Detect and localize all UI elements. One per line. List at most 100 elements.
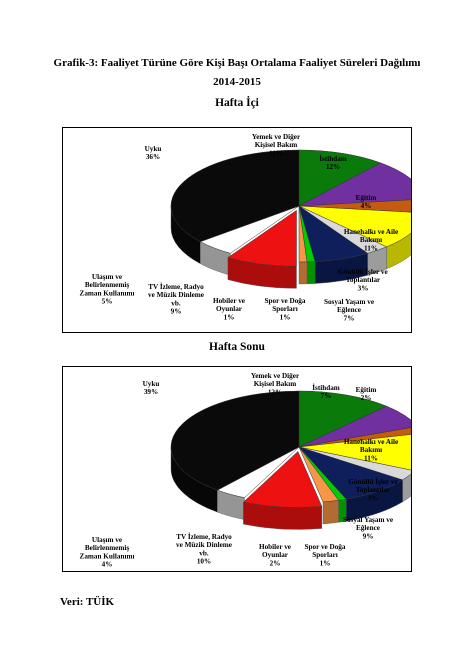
weekday-label-line: Kişisel Bakım <box>255 141 298 149</box>
weekend-label-line: Uyku <box>143 380 160 388</box>
weekday-label-line: Bakımı <box>360 236 382 244</box>
weekend-label-line: Ulaşım ve <box>92 536 122 544</box>
weekend-label-line: TV İzleme, Radyo <box>176 531 232 541</box>
weekend-value-gonullu-i-sler-ve: 3% <box>368 494 379 502</box>
weekday-pie-sides <box>170 205 411 289</box>
weekday-label-sosyal-yasam-ve: Sosyal Yaşam ve Eğlence 7% <box>324 298 374 322</box>
weekday-label-yemek-ve-diger: Yemek ve Diğer Kişisel Bakım 11% <box>252 133 301 157</box>
weekday-value-gonullu-i-sler-ve: 3% <box>358 284 369 292</box>
weekday-label-line: vb. <box>171 299 181 307</box>
weekend-label-line: Belirlenmemiş <box>85 544 130 552</box>
weekday-label-line: Sosyal Yaşam ve <box>324 298 374 306</box>
weekend-label-line: İstihdam <box>312 382 340 392</box>
weekday-label-line: Spor ve Doğa <box>265 297 306 305</box>
weekday-value-spor-ve-doga: 1% <box>280 313 291 321</box>
weekday-value-ulasim-ve: 5% <box>102 298 113 306</box>
weekday-label-line: Ulaşım ve <box>92 273 122 281</box>
weekday-label-line: Uyku <box>145 145 162 153</box>
weekday-pie-chart: Yemek ve Diğer Kişisel Bakım 11% İstihdam 12… <box>62 127 412 333</box>
weekend-slice-yemek-ve-diger <box>298 390 388 448</box>
weekend-slice-side-hobiler-ve <box>322 500 339 525</box>
weekend-value-tv-i-zleme-radyo: 10% <box>197 558 211 566</box>
weekend-value-hanehalki-ve-aile: 11% <box>364 454 378 462</box>
weekday-pie-svg: Yemek ve Diğer Kişisel Bakım 11% İstihdam 12… <box>80 133 411 322</box>
weekend-value-yemek-ve-diger: 12% <box>268 388 282 396</box>
chart-title-weekend: Hafta Sonu <box>209 341 265 353</box>
weekday-slice-side-hobiler-ve <box>298 261 308 285</box>
weekend-slice-i-stihdam <box>298 405 411 448</box>
weekend-label-line: Spor ve Doğa <box>305 543 346 551</box>
weekday-label-line: Hanehalkı ve Aile <box>344 228 398 236</box>
weekend-label-i-stihdam: İstihdam 7% <box>312 382 340 400</box>
weekend-label-line: Sosyal Yaşam ve <box>343 516 393 524</box>
data-source: Veri: TÜİK <box>60 596 115 608</box>
weekend-value-spor-ve-doga: 1% <box>320 559 331 567</box>
weekday-label-line: Eğlence <box>337 306 361 314</box>
weekday-label-gonullu-i-sler-ve: Gönüllü İşler ve Toplantılar 3% <box>338 266 387 292</box>
weekday-label-hanehalki-ve-aile: Hanehalkı ve Aile Bakımı 11% <box>344 228 398 252</box>
weekend-pie-chart: Yemek ve Diğer Kişisel Bakım 12% İstihdam 7%… <box>62 366 412 572</box>
weekend-slice-hobiler-ve <box>298 446 340 503</box>
weekday-slice-hanehalki-ve-aile <box>298 205 411 248</box>
weekday-label-egitim: Eğitim 4% <box>356 194 377 210</box>
weekend-value-ulasim-ve: 4% <box>102 561 113 569</box>
weekday-slice-egitim <box>298 199 411 213</box>
weekend-label-line: Kişisel Bakım <box>254 380 297 388</box>
weekday-label-i-stihdam: İstihdam 12% <box>319 153 347 171</box>
weekend-slice-hanehalki-ve-aile <box>298 434 411 471</box>
weekend-pie-svg: Yemek ve Diğer Kişisel Bakım 12% İstihdam 7%… <box>80 372 411 569</box>
weekday-value-hobiler-ve: 1% <box>224 313 235 321</box>
weekday-label-tv-i-zleme-radyo: TV İzleme, Radyo ve Müzik Dinleme vb. 9% <box>148 281 204 316</box>
weekend-label-sosyal-yasam-ve: Sosyal Yaşam ve Eğlence 9% <box>343 516 393 540</box>
weekday-value-i-stihdam: 12% <box>326 163 340 171</box>
weekend-label-line: vb. <box>199 549 209 557</box>
weekend-value-uyku: 39% <box>144 388 158 396</box>
weekend-label-line: Bakımı <box>360 446 382 454</box>
weekend-label-line: Yemek ve Diğer <box>251 372 300 380</box>
weekend-value-sosyal-yasam-ve: 9% <box>363 532 374 540</box>
weekday-slice-tv-i-zleme-radyo <box>227 209 297 267</box>
weekend-label-line: Eğitim <box>356 386 377 394</box>
weekday-value-sosyal-yasam-ve: 7% <box>344 314 355 322</box>
chart-title-weekday: Hafta İçi <box>215 97 259 109</box>
weekend-label-line: Toplantılar <box>356 486 391 494</box>
weekend-label-tv-i-zleme-radyo: TV İzleme, Radyo ve Müzik Dinleme vb. 10% <box>176 531 232 566</box>
weekday-label-line: ve Müzik Dinleme <box>148 291 204 299</box>
weekday-label-line: Toplantılar <box>346 276 381 284</box>
weekday-label-line: Belirlenmemiş <box>85 281 130 289</box>
weekday-label-spor-ve-doga: Spor ve Doğa Sporları 1% <box>265 297 306 321</box>
weekday-label-line: Gönüllü İşler ve <box>338 266 387 276</box>
weekday-label-uyku: Uyku 36% <box>145 145 162 161</box>
weekday-pie-tops <box>170 149 411 267</box>
weekend-slice-tv-i-zleme-radyo <box>242 451 323 508</box>
weekday-label-hobiler-ve: Hobiler ve Oyunlar 1% <box>213 297 245 321</box>
weekend-label-spor-ve-doga: Spor ve Doğa Sporları 1% <box>305 543 346 567</box>
weekend-label-line: Hobiler ve <box>259 543 291 551</box>
weekday-value-yemek-ve-diger: 11% <box>269 149 283 157</box>
weekend-label-line: Eğlence <box>356 524 380 532</box>
weekend-value-egitim: 2% <box>361 394 372 402</box>
weekday-value-egitim: 4% <box>361 202 372 210</box>
weekend-labels: Yemek ve Diğer Kişisel Bakım 12% İstihdam 7%… <box>80 372 399 569</box>
weekday-slice-uyku <box>170 149 300 242</box>
weekday-slice-hobiler-ve <box>298 205 308 263</box>
weekday-label-ulasim-ve: Ulaşım ve Belirlenmemiş Zaman Kullanımı 5% <box>80 273 135 306</box>
page-title: Grafik-3: Faaliyet Türüne Göre Kişi Başı… <box>53 57 421 69</box>
weekend-label-uyku: Uyku 39% <box>143 380 160 396</box>
weekday-slice-side-spor-ve-doga <box>306 261 316 285</box>
weekend-value-hobiler-ve: 2% <box>270 559 281 567</box>
weekend-label-hanehalki-ve-aile: Hanehalkı ve Aile Bakımı 11% <box>344 438 398 462</box>
weekend-label-yemek-ve-diger: Yemek ve Diğer Kişisel Bakım 12% <box>251 372 300 396</box>
weekday-label-line: Hobiler ve <box>213 297 245 305</box>
weekend-slice-uyku <box>170 390 300 491</box>
weekday-value-tv-i-zleme-radyo: 9% <box>171 308 182 316</box>
weekend-label-line: Gönüllü İşler ve <box>348 476 397 486</box>
weekend-label-line: Zaman Kullanımı <box>80 552 135 560</box>
weekday-label-line: Oyunlar <box>216 305 243 313</box>
weekday-label-line: Sporları <box>272 305 298 313</box>
weekday-slice-i-stihdam <box>298 162 411 207</box>
weekday-label-line: TV İzleme, Radyo <box>148 281 204 291</box>
weekday-label-line: İstihdam <box>319 153 347 163</box>
weekday-labels: Yemek ve Diğer Kişisel Bakım 11% İstihdam 12… <box>80 133 399 322</box>
weekend-pie-tops <box>170 390 411 508</box>
